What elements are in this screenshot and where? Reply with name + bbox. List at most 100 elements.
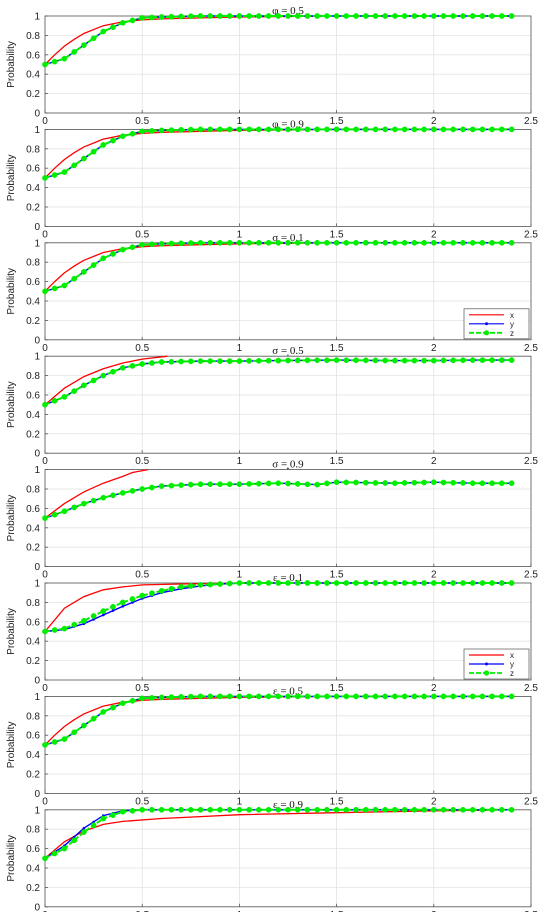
series-z-marker bbox=[110, 704, 116, 711]
series-z-marker bbox=[392, 580, 398, 586]
series-z-marker bbox=[285, 693, 291, 700]
series-z-marker bbox=[42, 628, 48, 635]
series-z-marker bbox=[197, 126, 204, 133]
x-tick-label: 2.5 bbox=[524, 570, 538, 581]
series-z-marker bbox=[207, 806, 214, 813]
x-tick-label: 0.5 bbox=[135, 910, 149, 912]
series-z-marker bbox=[168, 358, 175, 365]
series-z-marker bbox=[469, 480, 476, 487]
series-z-marker bbox=[197, 693, 204, 700]
y-tick-label: 0.4 bbox=[26, 523, 40, 534]
series-z-marker bbox=[100, 372, 107, 379]
series-z-marker bbox=[353, 693, 359, 700]
series-z-marker bbox=[362, 126, 369, 133]
series-z-marker bbox=[61, 508, 68, 515]
series-z-marker bbox=[236, 806, 243, 813]
series-z-marker bbox=[42, 742, 48, 748]
series-z-marker bbox=[392, 126, 398, 133]
x-tick-label: 1.5 bbox=[330, 570, 344, 581]
series-z-marker bbox=[401, 13, 408, 19]
series-z-marker bbox=[314, 357, 321, 364]
series-z-marker bbox=[333, 13, 340, 19]
series-z-line bbox=[44, 128, 512, 179]
series-z-marker bbox=[324, 480, 330, 487]
series-z-marker bbox=[100, 142, 107, 148]
series-z-marker bbox=[197, 481, 204, 488]
legend-label-z: z bbox=[510, 669, 514, 678]
y-axis-label: Probability bbox=[6, 835, 17, 882]
series-z-marker bbox=[460, 126, 466, 133]
series-z-marker bbox=[324, 693, 330, 700]
series-z-line bbox=[44, 241, 512, 293]
x-tick-label: 0.5 bbox=[135, 683, 149, 694]
series-z-marker bbox=[71, 275, 78, 282]
series-z-marker bbox=[440, 13, 447, 19]
series-z-marker bbox=[372, 126, 379, 133]
series-z-marker bbox=[450, 357, 457, 364]
series-y-marker bbox=[102, 613, 105, 617]
y-tick-label: 0 bbox=[34, 676, 40, 687]
series-z-marker bbox=[314, 239, 321, 246]
series-z-marker bbox=[469, 126, 476, 133]
x-tick-label: 1 bbox=[237, 910, 243, 912]
series-z-marker bbox=[421, 13, 427, 19]
x-tick-label: 2 bbox=[431, 456, 437, 467]
series-z-marker bbox=[304, 239, 311, 246]
series-z-marker bbox=[489, 239, 495, 246]
series-z-marker bbox=[255, 239, 262, 246]
panel-8: 00.511.522.500.20.40.60.81tProbabilityε … bbox=[6, 799, 538, 912]
series-z-marker bbox=[81, 617, 87, 624]
series-z-marker bbox=[158, 806, 165, 813]
x-tick-label: 0.5 bbox=[135, 116, 149, 127]
series-z-marker bbox=[168, 127, 175, 133]
series-z-marker bbox=[226, 239, 233, 246]
series-z-marker bbox=[90, 715, 97, 722]
series-z-marker bbox=[430, 580, 437, 586]
series-z-marker bbox=[119, 490, 126, 496]
series-z-marker bbox=[51, 172, 58, 178]
series-z-marker bbox=[207, 693, 214, 700]
series-z-marker bbox=[460, 13, 466, 19]
x-tick-label: 1 bbox=[237, 456, 243, 467]
y-tick-label: 1 bbox=[34, 805, 40, 816]
x-tick-label: 2 bbox=[431, 570, 437, 581]
x-tick-label: 2 bbox=[431, 343, 437, 354]
series-z-marker bbox=[440, 806, 447, 813]
x-tick-label: 0.5 bbox=[135, 456, 149, 467]
series-z-marker bbox=[51, 511, 58, 518]
series-x-line bbox=[44, 468, 149, 519]
x-tick-label: 1.5 bbox=[330, 229, 344, 240]
series-z-marker bbox=[149, 14, 155, 21]
y-tick-label: 0 bbox=[34, 109, 40, 120]
y-tick-label: 0.4 bbox=[26, 750, 40, 761]
series-z-marker bbox=[304, 357, 311, 364]
series-z-marker bbox=[61, 282, 68, 289]
series-z-marker bbox=[362, 806, 369, 813]
series-z-marker bbox=[226, 580, 233, 587]
series-z-marker bbox=[479, 580, 486, 586]
series-z-marker bbox=[226, 13, 233, 19]
series-z-marker bbox=[401, 126, 408, 133]
x-tick-label: 0.5 bbox=[135, 570, 149, 581]
y-tick-label: 0.6 bbox=[26, 844, 40, 855]
legend-label-y: y bbox=[510, 660, 514, 669]
series-z-marker bbox=[460, 806, 466, 813]
series-z-marker bbox=[178, 482, 184, 488]
y-tick-label: 0.6 bbox=[26, 277, 40, 288]
y-tick-label: 1 bbox=[34, 352, 40, 363]
series-z-marker bbox=[392, 480, 398, 487]
series-z-marker bbox=[71, 729, 78, 736]
series-z-marker bbox=[265, 693, 272, 700]
y-tick-label: 0.4 bbox=[26, 183, 40, 194]
y-tick-label: 0.4 bbox=[26, 637, 40, 648]
series-z-marker bbox=[469, 693, 476, 700]
y-tick-label: 0.8 bbox=[26, 711, 40, 722]
legend-label-y: y bbox=[510, 320, 514, 329]
series-z-marker bbox=[460, 693, 466, 700]
series-z-marker bbox=[168, 482, 175, 489]
y-tick-label: 0.2 bbox=[26, 316, 40, 327]
plot-area bbox=[45, 356, 531, 454]
series-z-marker bbox=[421, 126, 427, 133]
series-z-marker bbox=[382, 126, 389, 133]
series-z-marker bbox=[51, 627, 58, 633]
